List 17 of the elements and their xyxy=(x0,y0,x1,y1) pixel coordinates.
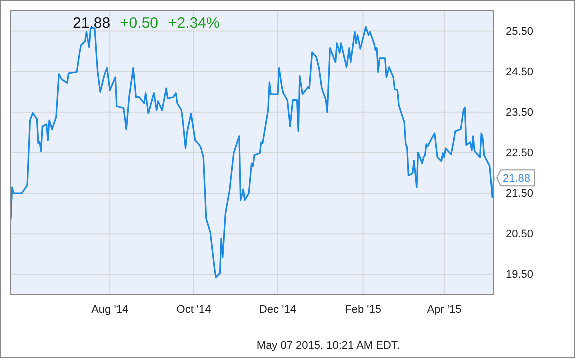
x-tick-label: Aug '14 xyxy=(92,304,129,316)
x-tick-label: Oct '14 xyxy=(176,304,212,316)
annotation: 21.88 xyxy=(503,173,531,186)
y-tick-label: 20.50 xyxy=(506,228,534,241)
text: May 07 2015, 10:21 AM EDT. xyxy=(256,340,400,352)
y-tick-label: 23.50 xyxy=(506,106,534,119)
y-tick-label: 22.50 xyxy=(506,148,534,160)
x-tick-label: Feb '15 xyxy=(345,304,382,316)
y-tick-label: 24.50 xyxy=(506,66,534,78)
y-tick-label: 21.50 xyxy=(506,188,534,200)
annotation: +2.34% xyxy=(168,15,220,32)
y-tick-label: 25.50 xyxy=(506,26,534,38)
annotation: 21.88 xyxy=(73,15,111,32)
annotation: +0.50 xyxy=(120,15,159,32)
x-tick-label: Apr '15 xyxy=(427,304,462,316)
x-tick-label: Dec '14 xyxy=(259,304,296,316)
y-tick-label: 19.50 xyxy=(506,269,534,282)
